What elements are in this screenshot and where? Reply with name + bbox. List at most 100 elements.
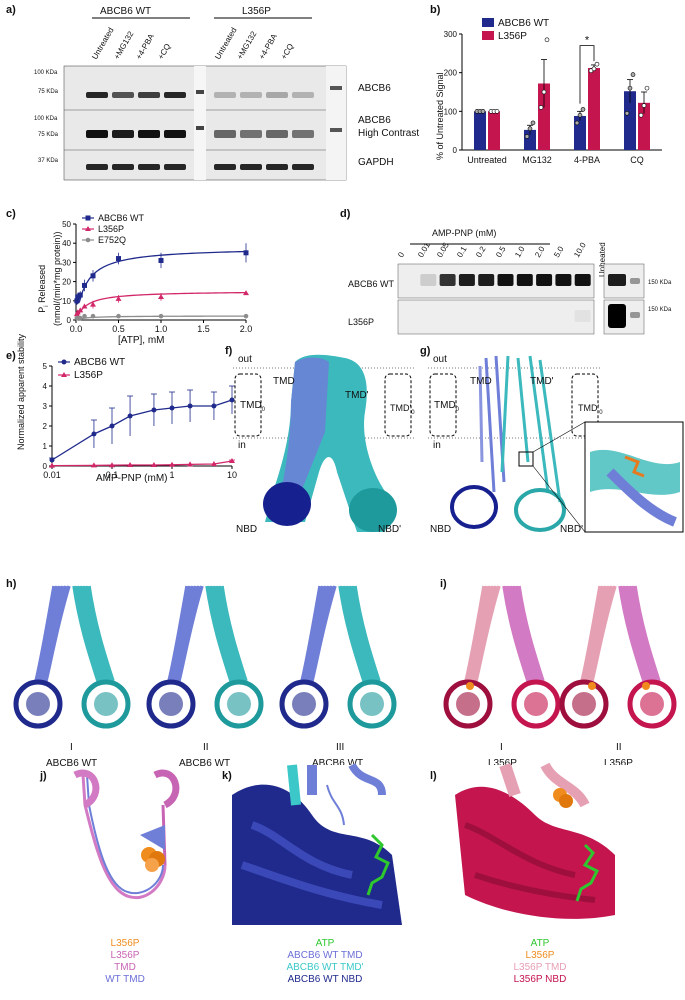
x-tick-label: 0.1: [106, 470, 119, 480]
helix: [621, 585, 649, 682]
helix: [350, 585, 378, 682]
helix: [502, 585, 530, 682]
protein-structure: [559, 585, 677, 729]
nbd-domain: [81, 679, 131, 729]
legend-label: L356P: [498, 31, 527, 42]
label-tmd0-g: TMD0: [434, 400, 460, 413]
data-point: [187, 403, 193, 409]
group-label-wt: ABCB6 WT: [100, 6, 152, 17]
structure-numeral: I: [500, 742, 503, 753]
atp-pocket-l356p-l: [445, 762, 635, 925]
legend-marker: [61, 372, 67, 377]
series-line: [51, 460, 233, 467]
legend-label: E752Q: [98, 235, 126, 245]
legend-j: L356P L356P TMD WT TMD: [70, 938, 180, 986]
data-point: [541, 89, 547, 95]
legend-swatch: [482, 31, 494, 40]
data-point: [229, 458, 235, 463]
y-axis-label-b: % of Untreated Signal: [435, 72, 445, 160]
nbd-core: [524, 692, 548, 716]
nbd-core: [94, 692, 118, 716]
y-axis-label-e: Normalized apparent stability: [16, 333, 26, 450]
helix: [72, 585, 100, 682]
panel-h-letter: h): [6, 578, 17, 590]
ampnp-header-line: [410, 243, 550, 245]
data-point: [187, 461, 194, 467]
data-point: [127, 413, 133, 419]
legend-entry: WT TMD: [105, 974, 145, 985]
y-tick-label: 50: [62, 220, 71, 229]
x-tick-label: 4-PBA: [574, 155, 600, 165]
protein-structure: [13, 585, 131, 729]
helix: [81, 585, 109, 682]
data-point: [580, 107, 586, 112]
helix: [36, 585, 59, 682]
lane-label: +CQ: [279, 42, 296, 61]
helix: [633, 585, 661, 682]
panel-e-letter: e): [6, 350, 16, 362]
row-label-wt: ABCB6 WT: [348, 279, 395, 289]
helix: [171, 585, 195, 682]
bar: [588, 68, 600, 150]
helix: [618, 585, 646, 682]
data-point: [169, 461, 175, 467]
nbd-domain: [511, 679, 561, 729]
label-nbdp-f: NBD': [378, 524, 402, 535]
helix: [217, 585, 245, 682]
helix: [505, 585, 533, 682]
label-nbd-g: NBD: [430, 524, 452, 535]
bar: [538, 83, 550, 150]
data-point: [577, 112, 583, 118]
blot-band: [266, 130, 288, 138]
helix: [310, 585, 337, 682]
ladder-band: [630, 278, 640, 284]
blot-band: [266, 92, 288, 98]
bar: [624, 91, 636, 150]
legend-entry: ATP: [530, 938, 550, 949]
blot-band: [240, 164, 262, 170]
blot-band: [292, 130, 314, 138]
helix: [302, 585, 325, 682]
nbd-core: [227, 692, 251, 716]
data-point: [77, 315, 83, 321]
protein-structure: [443, 585, 561, 729]
ladder-band: [630, 312, 640, 318]
helix: [40, 585, 65, 682]
data-point: [127, 462, 134, 467]
label-nbdp-g: NBD': [560, 524, 584, 535]
ladder-band: [330, 128, 342, 132]
data-point: [630, 72, 636, 77]
helix: [466, 585, 489, 682]
x-axis-label-c: [ATP], mM: [118, 335, 165, 346]
helix: [630, 585, 658, 682]
nbd-core: [360, 692, 384, 716]
thermal-band: [608, 274, 626, 286]
panel-l-letter: l): [430, 770, 437, 782]
nbd-domain: [146, 679, 196, 729]
thermal-band: [574, 274, 591, 286]
scatter-chart-c: 0.0 0.5 1.0 1.5 2.0 0 10 20 30 40 50 ABCB6 WTL356PE…: [62, 213, 252, 334]
ampnp-lane-label: 0: [396, 250, 407, 259]
l356p-residue: [642, 682, 650, 690]
thermal-band: [536, 274, 553, 286]
y-tick-label: 20: [62, 278, 71, 287]
data-point: [75, 294, 81, 300]
helix: [586, 585, 611, 682]
row-label-l356p: L356P: [348, 317, 375, 327]
data-point: [77, 307, 84, 313]
helix: [344, 585, 372, 682]
legend-entry: L356P NBD: [513, 974, 567, 985]
helix: [590, 585, 617, 682]
blot-band: [164, 92, 186, 98]
label-tmd0p-g: TMD'0: [578, 403, 603, 416]
significance-marker: *: [585, 35, 590, 47]
data-point: [90, 301, 96, 307]
data-point: [210, 461, 217, 466]
bar: [488, 111, 500, 150]
helix: [353, 585, 381, 682]
helix: [580, 585, 602, 682]
panel-f-letter: f): [225, 345, 233, 357]
lane-label: +4-PBA: [134, 32, 156, 61]
nbd-core: [26, 692, 50, 716]
label-tmd-f: TMD: [273, 376, 295, 387]
